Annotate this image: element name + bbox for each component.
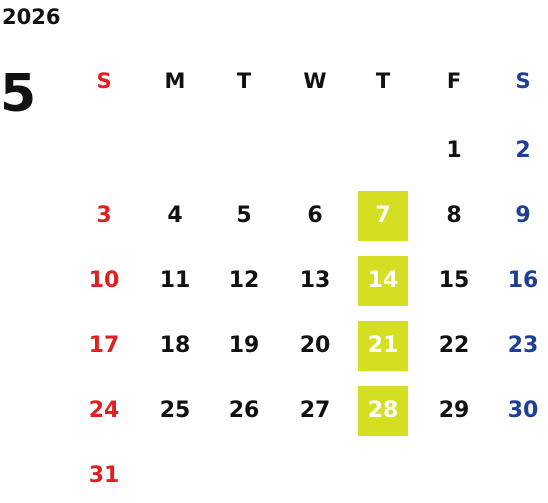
day-cell: 19 — [228, 333, 260, 358]
day-cell: 18 — [159, 333, 191, 358]
day-cell: 10 — [88, 268, 120, 293]
day-cell: 30 — [507, 398, 539, 423]
day-cell: 3 — [96, 203, 112, 228]
day-cell: 11 — [159, 268, 191, 293]
day-cell: 20 — [299, 333, 331, 358]
day-cell: 27 — [299, 398, 331, 423]
day-cell-highlighted: 7 — [358, 191, 408, 241]
day-cell: 15 — [438, 268, 470, 293]
day-cell: 6 — [307, 203, 323, 228]
day-cell: 2 — [515, 138, 531, 163]
day-cell: 23 — [507, 333, 539, 358]
weekday-header-friday: F — [446, 69, 462, 93]
day-cell: 4 — [167, 203, 183, 228]
day-cell: 13 — [299, 268, 331, 293]
year-label: 2026 — [2, 5, 61, 29]
day-cell: 24 — [88, 398, 120, 423]
weekday-header-monday: M — [164, 69, 186, 93]
day-cell: 1 — [446, 138, 462, 163]
day-cell: 5 — [236, 203, 252, 228]
day-cell: 26 — [228, 398, 260, 423]
day-cell: 25 — [159, 398, 191, 423]
month-number: 5 — [0, 64, 37, 124]
day-cell: 22 — [438, 333, 470, 358]
day-cell-highlighted: 21 — [358, 321, 408, 371]
day-cell: 8 — [446, 203, 462, 228]
day-cell-highlighted: 14 — [358, 256, 408, 306]
weekday-header-sunday: S — [96, 69, 112, 93]
day-cell-highlighted: 28 — [358, 386, 408, 436]
day-cell: 16 — [507, 268, 539, 293]
day-cell: 17 — [88, 333, 120, 358]
day-cell: 31 — [88, 463, 120, 488]
weekday-header-saturday: S — [515, 69, 531, 93]
day-cell: 12 — [228, 268, 260, 293]
weekday-header-tuesday: T — [236, 69, 252, 93]
day-cell: 29 — [438, 398, 470, 423]
weekday-header-wednesday: W — [303, 69, 327, 93]
day-cell: 9 — [515, 203, 531, 228]
weekday-header-thursday: T — [375, 69, 391, 93]
